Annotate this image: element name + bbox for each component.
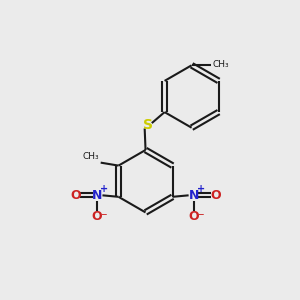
- Text: CH₃: CH₃: [82, 152, 99, 161]
- Text: +: +: [197, 184, 206, 194]
- Text: O: O: [189, 210, 199, 223]
- Text: O: O: [210, 189, 221, 202]
- Text: S: S: [143, 118, 153, 133]
- Text: O: O: [70, 189, 81, 202]
- Text: ⁻: ⁻: [100, 211, 107, 224]
- Text: +: +: [100, 184, 109, 194]
- Text: O: O: [92, 210, 102, 223]
- Text: CH₃: CH₃: [212, 60, 229, 69]
- Text: N: N: [189, 189, 199, 202]
- Text: ⁻: ⁻: [197, 211, 204, 224]
- Text: N: N: [92, 189, 102, 202]
